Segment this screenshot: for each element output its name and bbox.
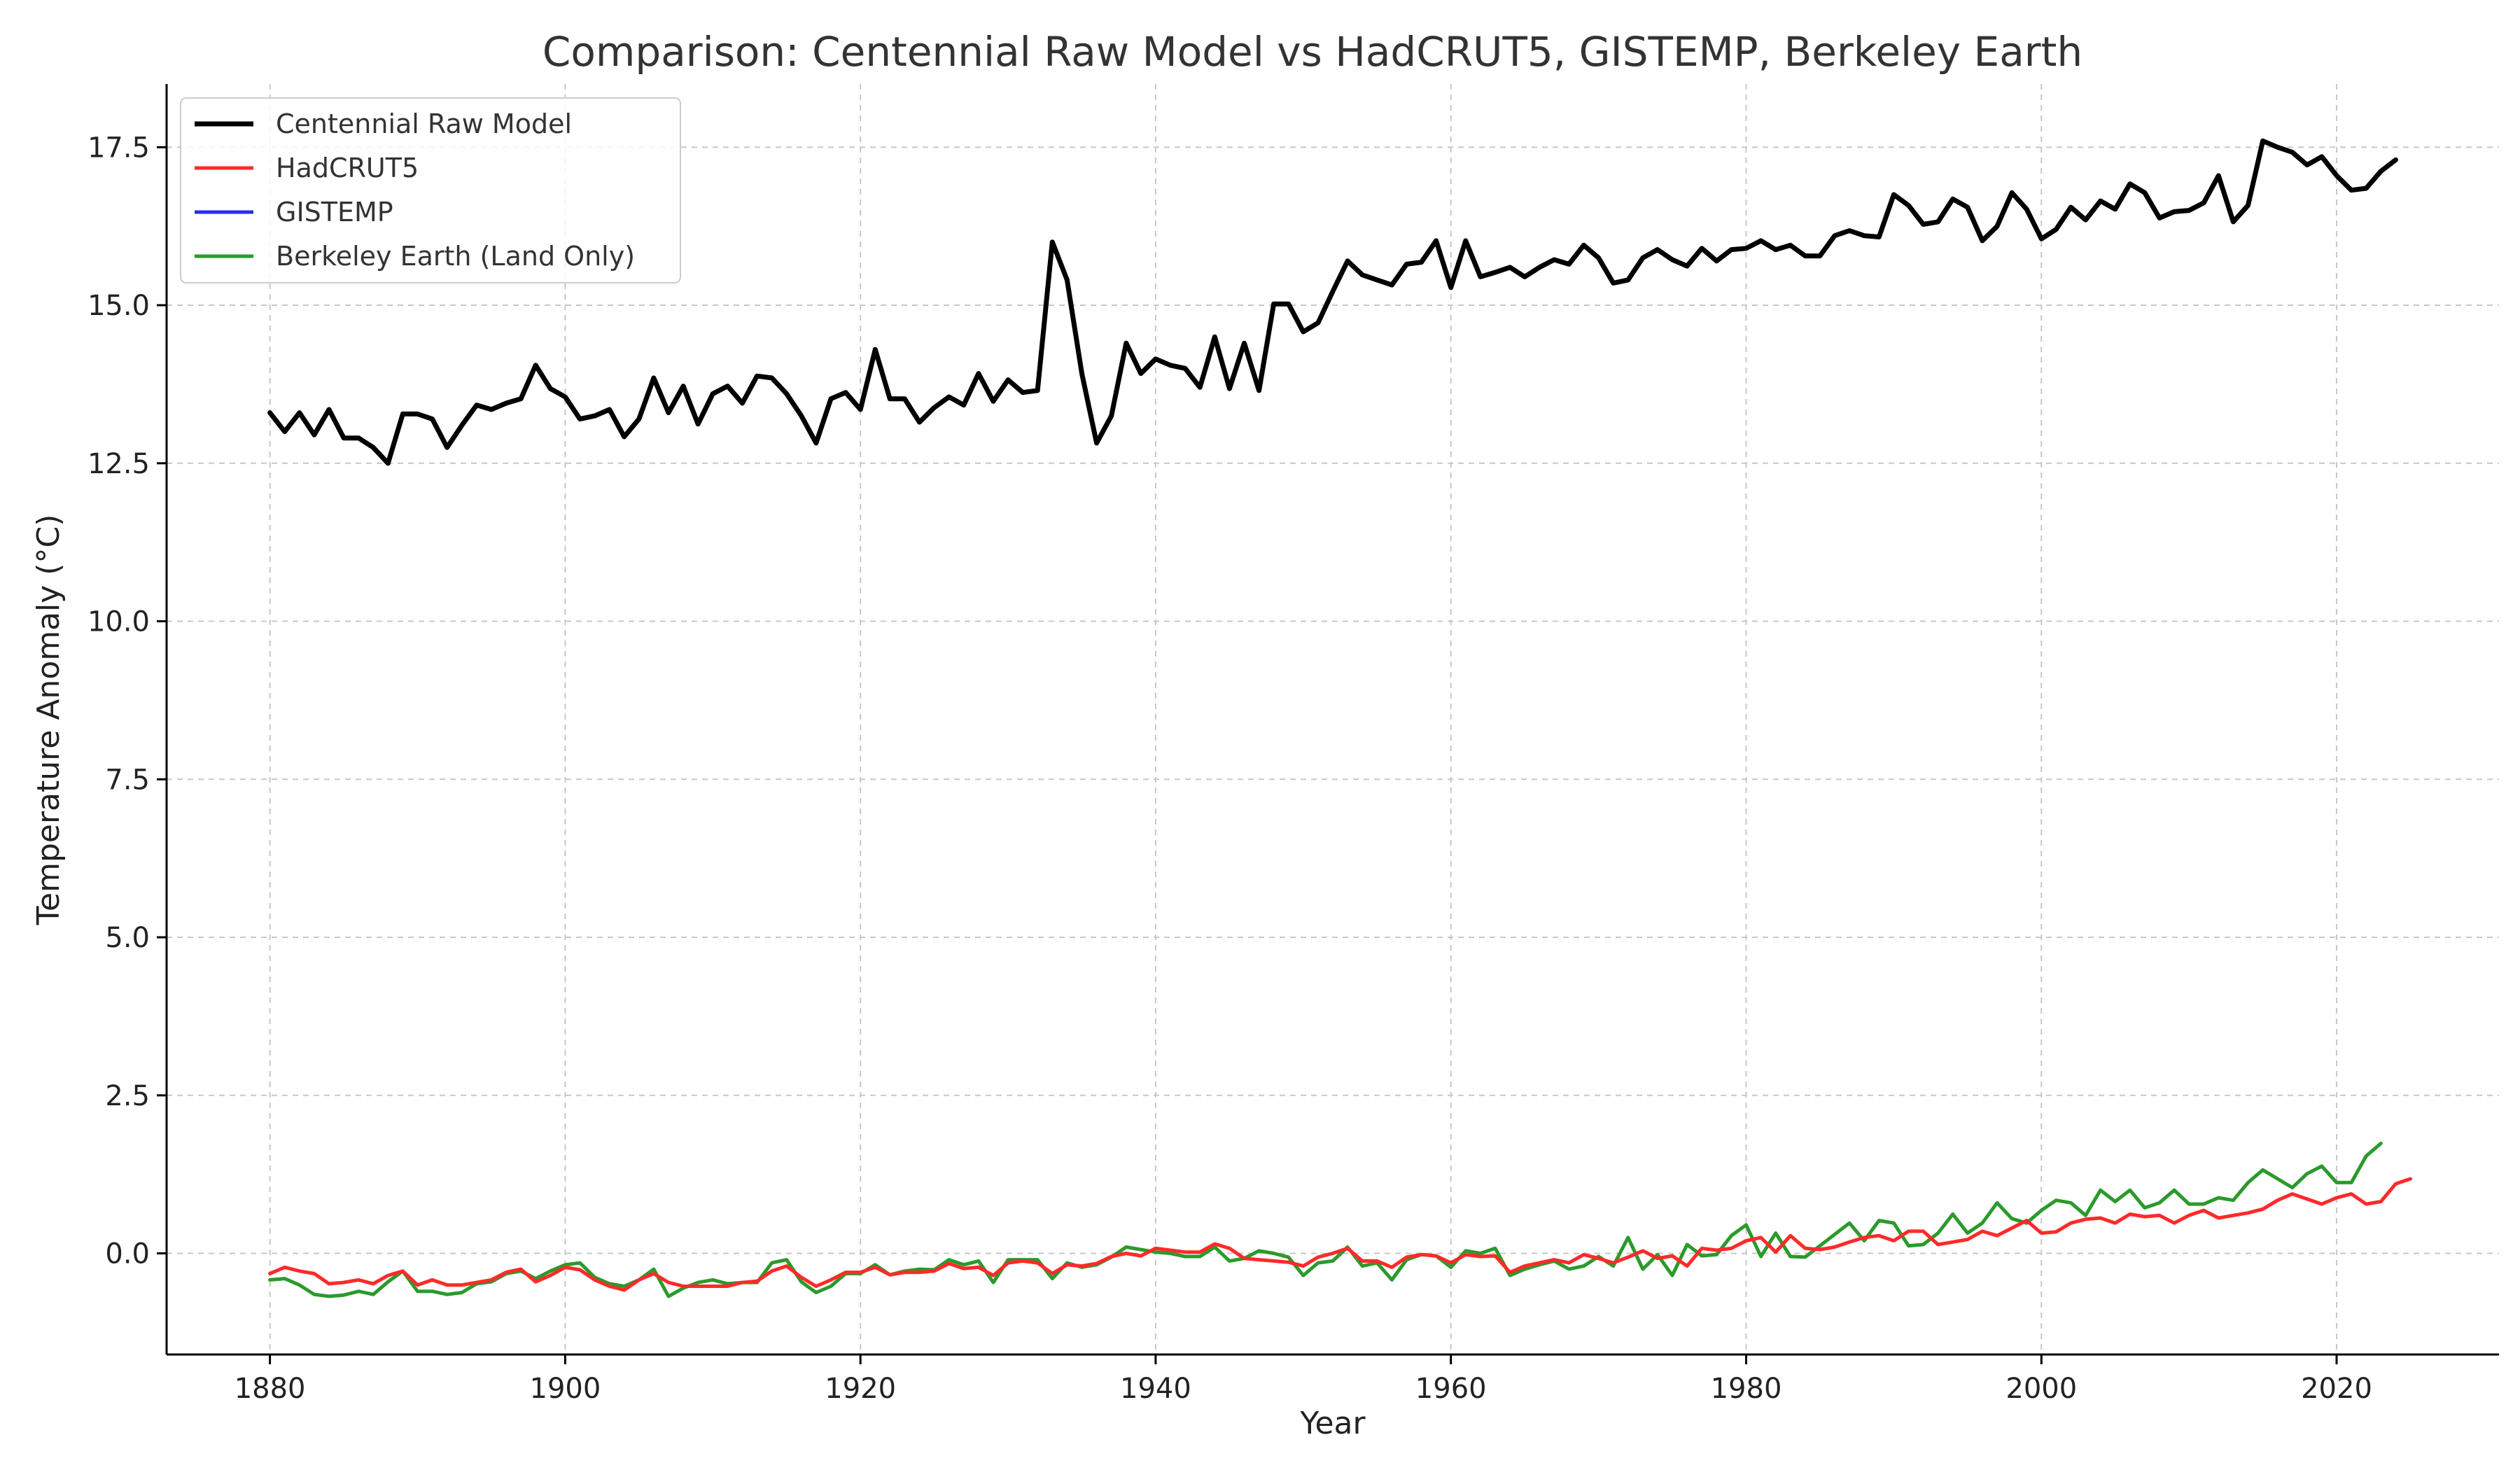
series-line-centennial-raw-model: [267, 138, 2398, 466]
y-tick-label: 2.5: [105, 1080, 150, 1112]
axes: [165, 84, 2499, 1356]
legend-item-centennial-raw-model: Centennial Raw Model: [195, 108, 572, 139]
grid: [167, 84, 2499, 1354]
y-tick-label: 17.5: [88, 132, 150, 164]
legend-label: GISTEMP: [276, 197, 393, 227]
x-tick-label: 1980: [1711, 1373, 1782, 1405]
y-tick-label: 0.0: [105, 1238, 150, 1270]
x-tick-label: 2020: [2301, 1373, 2372, 1405]
y-tick-label: 5.0: [105, 922, 150, 954]
x-tick-label: 1900: [530, 1373, 601, 1405]
x-tick-label: 1880: [234, 1373, 306, 1405]
legend-label: Centennial Raw Model: [276, 108, 572, 139]
series-layer: [267, 138, 2412, 1298]
legend-label: HadCRUT5: [276, 153, 419, 183]
y-tick-label: 7.5: [105, 764, 150, 796]
y-axis-title: Temperature Anomaly (°C): [31, 514, 66, 926]
y-ticks: 0.0 2.5 5.0 7.5 10.0 12.5 15.0 17.5: [88, 132, 167, 1270]
chart-title: Comparison: Centennial Raw Model vs HadC…: [542, 28, 2082, 76]
x-tick-label: 1920: [825, 1373, 896, 1405]
legend-frame: [180, 97, 681, 284]
legend-item-hadcrut5: HadCRUT5: [195, 153, 419, 183]
y-tick-label: 15.0: [88, 290, 150, 322]
x-ticks: 1880 1900 1920 1940 1960 1980 2000 2020: [234, 1354, 2372, 1405]
series-line-hadcrut5: [268, 1177, 2412, 1292]
legend-item-berkeley-earth-land-only: Berkeley Earth (Land Only): [195, 241, 635, 272]
y-tick-label: 12.5: [88, 448, 150, 480]
x-tick-label: 1960: [1415, 1373, 1487, 1405]
x-tick-label: 2000: [2005, 1373, 2077, 1405]
y-tick-label: 10.0: [88, 606, 150, 638]
x-axis-title: Year: [1299, 1406, 1366, 1441]
legend-label: Berkeley Earth (Land Only): [276, 241, 635, 272]
legend: Centennial Raw Model HadCRUT5 GISTEMP Berke…: [180, 97, 681, 284]
legend-item-gistemp: GISTEMP: [195, 197, 393, 227]
x-tick-label: 1940: [1120, 1373, 1191, 1405]
